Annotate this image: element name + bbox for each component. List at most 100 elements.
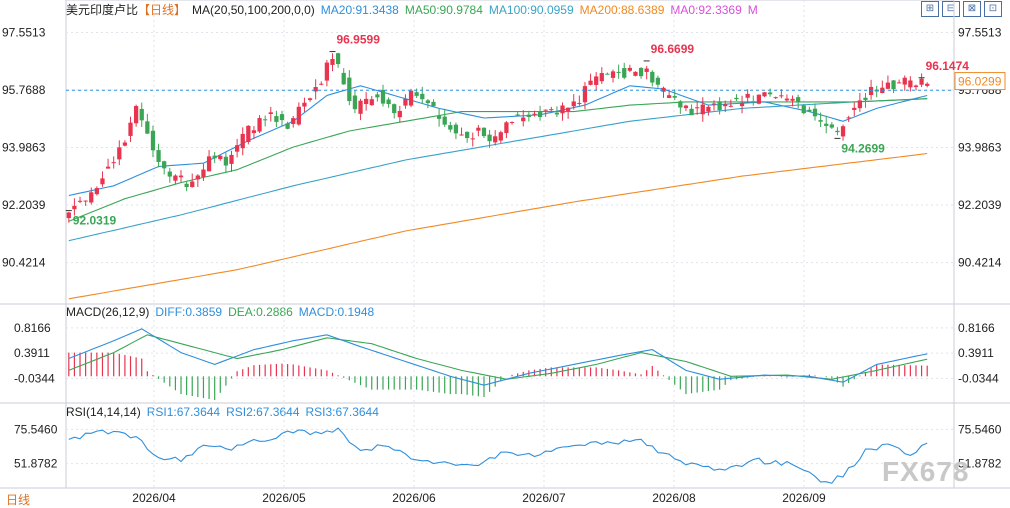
candle-body <box>565 107 571 111</box>
macd-tick-left: 0.8166 <box>14 321 51 335</box>
candle-body <box>240 133 245 149</box>
candle <box>678 100 683 114</box>
candle-body <box>599 73 604 82</box>
candle-body <box>554 112 560 115</box>
candle <box>824 115 829 134</box>
candle-body <box>274 116 279 122</box>
candle-body <box>891 80 896 90</box>
price-tick-left: 90.4214 <box>2 256 46 270</box>
candle <box>302 97 307 112</box>
candle-body <box>644 68 649 72</box>
candle <box>448 121 453 133</box>
candle-body <box>296 106 301 125</box>
candle-body <box>246 125 251 143</box>
toolbar-button-1[interactable]: ⊟ <box>942 1 960 17</box>
candle <box>268 107 273 122</box>
candle-body <box>442 116 447 125</box>
candle <box>807 106 812 113</box>
candle <box>706 105 711 116</box>
ma-value-1: MA50:90.9784 <box>404 3 483 17</box>
candle-body <box>184 183 189 188</box>
candle <box>840 124 846 141</box>
candle-body <box>885 82 891 89</box>
candle-body <box>728 105 733 107</box>
candle-body <box>212 155 217 159</box>
candle-body <box>341 72 346 85</box>
candle <box>167 168 172 183</box>
candle <box>279 110 285 127</box>
candle-body <box>515 114 520 116</box>
candle-body <box>610 71 616 78</box>
candle-body <box>330 58 335 65</box>
candle-body <box>150 130 156 151</box>
candle <box>599 67 604 84</box>
candle <box>274 110 279 128</box>
period-selector[interactable]: 日线 <box>6 493 31 507</box>
candle <box>364 92 369 111</box>
price-annotation: 96.1474 <box>926 59 970 73</box>
candle-body <box>397 110 402 118</box>
candle <box>190 173 195 188</box>
candle-body <box>201 169 206 177</box>
candle <box>723 100 728 113</box>
candle <box>139 102 144 128</box>
candle-body <box>375 94 380 98</box>
candle <box>902 75 907 91</box>
price-tick-right: 92.2039 <box>958 198 1002 212</box>
candle <box>885 75 891 90</box>
candle-body <box>358 100 363 114</box>
candle-body <box>128 122 133 136</box>
candle-body <box>218 155 223 160</box>
candle <box>487 130 492 148</box>
candle <box>627 64 632 73</box>
toolbar-button-0[interactable]: ⊞ <box>921 1 939 17</box>
candle <box>790 95 795 107</box>
candle <box>582 81 588 110</box>
candle <box>622 62 627 80</box>
candle <box>672 89 677 101</box>
candle-body <box>167 171 172 177</box>
candle <box>128 116 133 143</box>
candle <box>521 110 526 127</box>
candle <box>94 186 99 196</box>
price-annotation: 92.0319 <box>73 214 117 228</box>
candle-body <box>846 117 851 119</box>
candle <box>908 76 913 92</box>
candle <box>117 140 122 166</box>
candle <box>644 66 649 80</box>
last-price-tag: 96.0299 <box>958 75 1002 89</box>
candle <box>122 140 128 147</box>
candle-body <box>582 86 588 103</box>
candle <box>481 127 487 139</box>
candle-body <box>386 99 391 105</box>
date-tick: 2026/06 <box>392 491 436 505</box>
toolbar-button-3[interactable]: ⊡ <box>984 1 1002 17</box>
period-tag: 【日线】 <box>138 3 187 17</box>
price-tick-right: 90.4214 <box>958 256 1002 270</box>
toolbar-button-2[interactable]: ⊠ <box>963 1 981 17</box>
date-tick: 2026/08 <box>652 491 696 505</box>
rsi-tick-right: 75.5460 <box>958 422 1002 436</box>
candle <box>352 89 358 114</box>
candle <box>436 108 442 127</box>
candle-body <box>263 119 268 121</box>
candle <box>397 105 402 123</box>
macd-tick-right: 0.8166 <box>958 321 995 335</box>
candle <box>72 198 77 216</box>
candle-body <box>655 77 661 85</box>
candle-body <box>100 178 105 185</box>
macd-values: DIFF:0.3859 DEA:0.2886 MACD:0.1948 <box>155 305 380 319</box>
candle <box>77 196 83 204</box>
candle-body <box>577 102 582 104</box>
candle-body <box>812 108 818 117</box>
candle <box>218 155 223 161</box>
candle-body <box>139 108 144 121</box>
candle <box>111 156 116 169</box>
candle-body <box>689 108 694 116</box>
candle-body <box>666 95 672 98</box>
rsi-tick-left: 51.8782 <box>14 457 58 471</box>
candle <box>285 121 290 130</box>
candle <box>240 127 245 156</box>
candle-body <box>285 123 290 129</box>
